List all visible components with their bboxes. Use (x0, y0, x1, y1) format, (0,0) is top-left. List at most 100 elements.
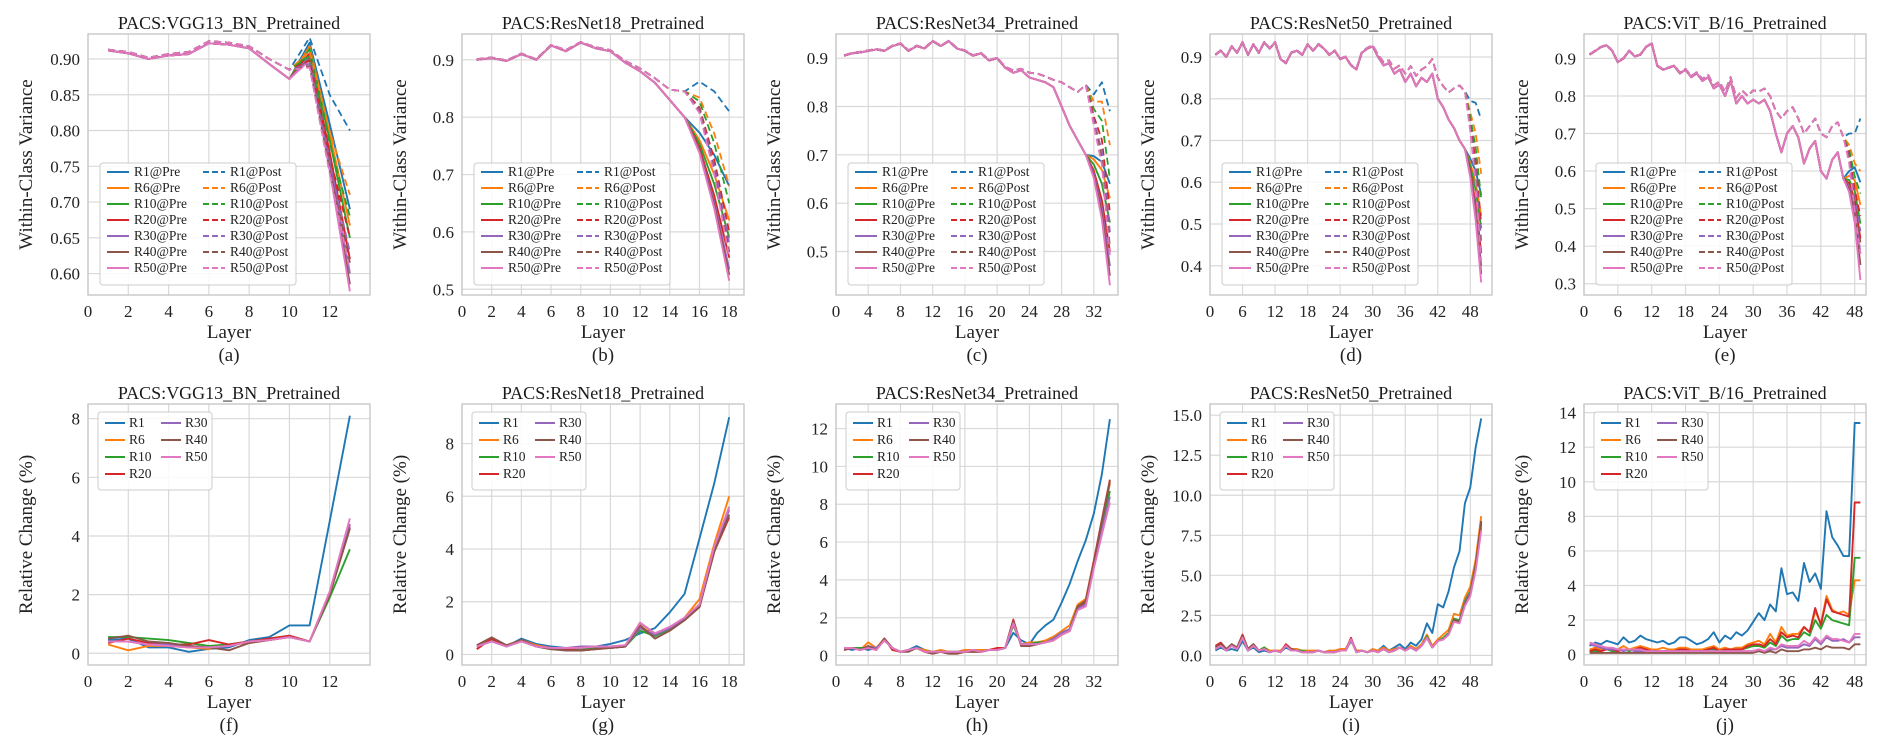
panel-title: PACS:ResNet50_Pretrained (1250, 383, 1452, 403)
series-line-r30 (1214, 527, 1483, 654)
x-tick-label: 30 (1745, 302, 1762, 321)
y-tick-label: 0.0 (1181, 646, 1202, 665)
y-tick-label: 8 (1568, 507, 1577, 526)
legend-entry: R6@Post (1352, 180, 1404, 195)
x-tick-label: 36 (1397, 302, 1414, 321)
x-tick-label: 18 (1677, 302, 1694, 321)
legend-entry: R6@Pre (1630, 180, 1676, 195)
legend-entry: R10@Pre (508, 196, 561, 211)
panel-a: 0 2 4 6 8 10 12 0.60 0.65 0.70 0.75 0.80 0.85 0.90 PAC… (16, 13, 371, 366)
y-tick-label: 0.5 (807, 243, 828, 262)
series-line-r50-post (108, 40, 351, 271)
legend-entry: R30@Pre (882, 228, 935, 243)
legend-entry: R1 (877, 415, 893, 430)
legend-entry: R40@Post (1726, 244, 1784, 259)
panel-c: 0 4 8 12 16 20 24 28 32 0.5 0.6 0.7 0.8 0.9 PACS:ResNe… (764, 13, 1119, 366)
y-tick-label: 0.7 (433, 166, 455, 185)
y-axis-label: Within-Class Variance (1512, 79, 1533, 249)
x-tick-label: 6 (1238, 302, 1247, 321)
legend-entry: R1@Pre (882, 164, 928, 179)
x-tick-label: 12 (632, 302, 649, 321)
y-tick-label: 6 (820, 533, 829, 552)
series-line-r50-pre (476, 41, 731, 281)
legend-entry: R1@Pre (508, 164, 554, 179)
legend: R1@PreR6@PreR10@PreR20@PreR30@PreR40@Pre… (473, 162, 671, 286)
x-tick-label: 48 (1846, 302, 1863, 321)
y-tick-label: 0.6 (1555, 162, 1576, 181)
legend: R1 R6 R10 R20 R30 R40 R50 (1593, 411, 1709, 491)
panel-g: 0 2 4 6 8 10 12 14 16 18 0 2 4 6 8 PACS:ResNet18_Pretra… (390, 383, 745, 736)
series-line-r40 (1214, 520, 1483, 654)
y-tick-label: 6 (1568, 542, 1577, 561)
x-tick-label: 4 (864, 672, 873, 691)
legend-entry: R40@Pre (882, 244, 935, 259)
legend-entry: R10@Pre (1256, 196, 1309, 211)
legend-entry: R6@Post (1726, 180, 1778, 195)
y-tick-label: 2 (446, 593, 455, 612)
x-tick-label: 32 (1085, 302, 1102, 321)
x-tick-label: 28 (1053, 302, 1070, 321)
legend-entry: R40@Post (230, 244, 288, 259)
x-tick-label: 0 (832, 672, 841, 691)
panel-title: PACS:ResNet50_Pretrained (1250, 13, 1452, 33)
x-tick-label: 12 (632, 672, 649, 691)
x-tick-label: 36 (1779, 302, 1796, 321)
x-axis-label: Layer (1329, 322, 1374, 343)
y-tick-label: 15.0 (1172, 406, 1202, 425)
series-line-r50-post (476, 41, 731, 258)
y-tick-label: 0.4 (1181, 257, 1203, 276)
x-tick-label: 18 (1677, 672, 1694, 691)
x-tick-label: 4 (164, 302, 173, 321)
y-tick-label: 0.8 (1181, 90, 1202, 109)
x-axis-label: Layer (207, 692, 252, 713)
legend-entry: R1@Pre (1630, 164, 1676, 179)
series-group (843, 418, 1111, 655)
legend-entry: R1@Post (1726, 164, 1778, 179)
panel-caption: (f) (220, 715, 239, 736)
legend-entry: R6 (503, 432, 519, 447)
panel-d: 0 6 12 18 24 30 36 42 48 0.4 0.5 0.6 0.7 0.8 0.9 PACS:R… (1138, 13, 1493, 366)
legend-entry: R50@Post (978, 260, 1036, 275)
x-tick-label: 18 (721, 302, 738, 321)
legend-entry: R30 (185, 415, 208, 430)
y-tick-label: 8 (72, 410, 81, 429)
y-tick-label: 0.4 (1555, 237, 1577, 256)
legend-entry: R30 (1307, 415, 1330, 430)
panel-caption: (j) (1716, 715, 1734, 736)
y-tick-label: 0.5 (1555, 200, 1576, 219)
x-tick-label: 24 (1021, 302, 1039, 321)
legend-entry: R50 (1681, 449, 1704, 464)
legend-entry: R40@Pre (134, 244, 187, 259)
legend-entry: R20@Pre (882, 212, 935, 227)
y-tick-label: 7.5 (1181, 526, 1202, 545)
legend-entry: R30@Pre (1630, 228, 1683, 243)
legend-entry: R30@Pre (508, 228, 561, 243)
series-line-r10-post (843, 39, 1111, 180)
legend-entry: R10@Post (604, 196, 662, 211)
series-line-r50 (108, 518, 351, 649)
x-tick-label: 8 (896, 672, 905, 691)
legend-entry: R6@Post (604, 180, 656, 195)
series-line-r30 (108, 523, 351, 649)
x-axis-label: Layer (1703, 692, 1748, 713)
y-tick-label: 5.0 (1181, 566, 1202, 585)
x-tick-label: 6 (1614, 302, 1623, 321)
panel-title: PACS:VGG13_BN_Pretrained (118, 13, 340, 33)
panel-b: 0 2 4 6 8 10 12 14 16 18 0.5 0.6 0.7 0.8 0.9 PACS:ResNe… (390, 13, 745, 366)
legend: R1 R6 R10 R20 R30 R40 R50 (471, 411, 587, 491)
series-line-r20 (1589, 501, 1861, 653)
panel-caption: (a) (218, 345, 239, 366)
legend-frame (1221, 162, 1419, 286)
legend: R1 R6 R10 R20 R30 R40 R50 (845, 411, 961, 491)
x-tick-label: 8 (576, 672, 585, 691)
legend-entry: R50@Pre (1630, 260, 1683, 275)
plot-frame (87, 33, 371, 296)
legend-frame (1593, 411, 1709, 491)
plot-frame (1209, 33, 1493, 296)
x-axis-label: Layer (955, 322, 1000, 343)
x-tick-label: 42 (1812, 302, 1829, 321)
panel-caption: (d) (1340, 345, 1362, 366)
x-tick-label: 0 (1580, 672, 1589, 691)
y-tick-label: 4 (1568, 576, 1577, 595)
